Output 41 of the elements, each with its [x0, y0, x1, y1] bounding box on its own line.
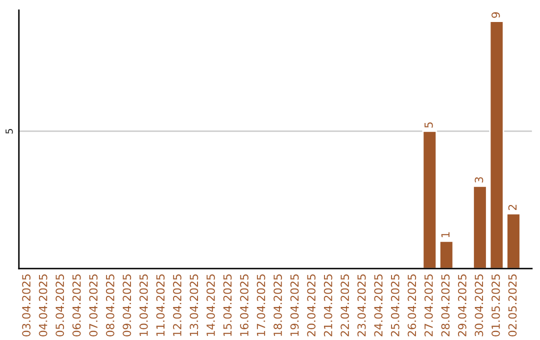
x-tick-label: 19.04.2025 — [290, 274, 299, 336]
x-tick-label: 29.04.2025 — [458, 274, 466, 336]
data-label: 9 — [492, 12, 500, 18]
x-tick-label: 16.04.2025 — [240, 274, 248, 336]
x-tick-label: 10.04.2025 — [139, 274, 148, 336]
x-tick-label: 02.05.2025 — [508, 274, 517, 336]
data-label: 1 — [441, 232, 450, 238]
bar — [489, 20, 504, 269]
x-tick-label: 08.04.2025 — [106, 274, 114, 336]
x-tick-label: 22.04.2025 — [340, 274, 350, 336]
x-tick-label: 15.04.2025 — [223, 274, 232, 336]
x-tick-label: 14.04.2025 — [206, 274, 215, 336]
x-tick-label: 04.04.2025 — [38, 274, 48, 336]
bar — [472, 185, 488, 269]
ref-line-label: 5 — [6, 128, 13, 134]
data-label: 3 — [474, 177, 484, 183]
x-tick-label: 26.04.2025 — [408, 274, 416, 336]
x-tick-label: 21.04.2025 — [324, 274, 332, 336]
x-tick-label: 03.04.2025 — [22, 274, 31, 336]
x-tick-label: 28.04.2025 — [441, 274, 450, 336]
bar — [422, 130, 438, 269]
data-label: 2 — [508, 204, 517, 210]
x-tick-label: 25.04.2025 — [390, 274, 400, 336]
x-tick-label: 05.04.2025 — [56, 274, 64, 336]
x-tick-label: 07.04.2025 — [89, 274, 98, 336]
x-tick-label: 11.04.2025 — [156, 274, 165, 336]
x-tick-label: 18.04.2025 — [274, 274, 282, 336]
x-tick-label: 13.04.2025 — [190, 274, 198, 336]
x-tick-label: 01.05.2025 — [492, 274, 500, 336]
x-tick-label: 06.04.2025 — [72, 274, 81, 336]
x-tick-label: 20.04.2025 — [307, 274, 316, 336]
x-tick-label: 17.04.2025 — [256, 274, 266, 336]
data-label: 5 — [424, 122, 433, 128]
x-tick-label: 27.04.2025 — [424, 274, 433, 336]
bar — [439, 240, 454, 269]
bar — [506, 212, 521, 269]
x-tick-label: 12.04.2025 — [172, 274, 182, 336]
x-tick-label: 30.04.2025 — [474, 274, 484, 336]
x-tick-label: 23.04.2025 — [357, 274, 366, 336]
x-tick-label: 24.04.2025 — [374, 274, 383, 336]
x-tick-label: 09.04.2025 — [122, 274, 132, 336]
